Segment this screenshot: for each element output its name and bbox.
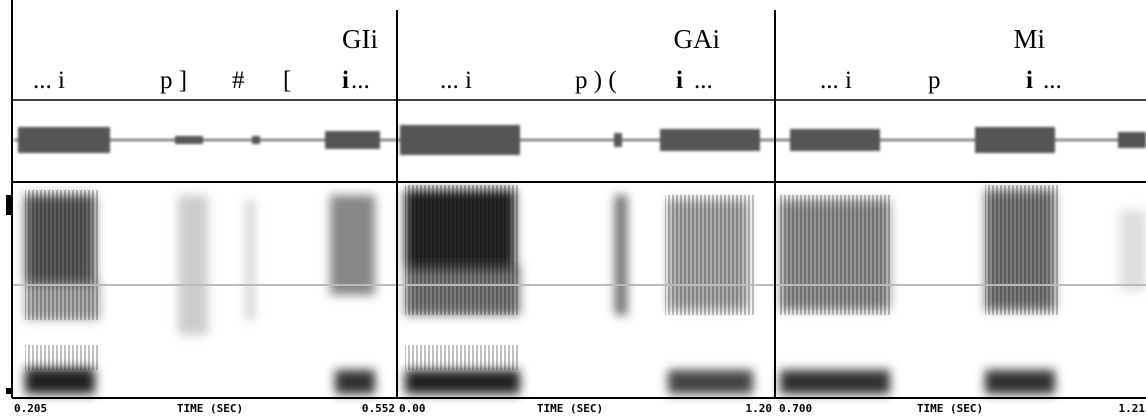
spectrogram-part xyxy=(245,200,255,320)
waveform-part xyxy=(790,129,880,151)
axis-ticks-part xyxy=(6,388,12,394)
time-start: 0.00 xyxy=(399,402,426,415)
segment: # xyxy=(232,67,245,94)
time-label: TIME (SEC) xyxy=(917,402,983,415)
spectrogram-striations-part xyxy=(25,190,100,320)
spectrogram-part xyxy=(330,195,375,295)
segment: [ xyxy=(283,67,291,94)
spectrogram-part xyxy=(668,370,753,394)
time-start: 0.205 xyxy=(14,402,47,415)
waveform xyxy=(14,125,1146,155)
spectrogram-part xyxy=(178,195,208,335)
waveform-part xyxy=(252,136,260,144)
segment: i xyxy=(342,67,349,94)
spectrogram-part xyxy=(1120,210,1146,290)
segment: ... xyxy=(694,67,713,94)
segment: i xyxy=(1026,67,1033,94)
waveform-part xyxy=(14,139,1146,141)
time-axis: 0.205 TIME (SEC) 0.552 0.00 TIME (SEC) 1… xyxy=(14,402,1145,415)
waveform-part xyxy=(1118,132,1146,148)
segment: p ] xyxy=(160,67,187,94)
spectrogram-striations xyxy=(25,185,1060,370)
waveform-part xyxy=(400,125,520,155)
waveform-part xyxy=(325,131,380,149)
spectrogram-part xyxy=(780,370,890,394)
panel-titles: GIi GAi Mi xyxy=(342,24,1045,54)
waveform-part xyxy=(614,133,622,147)
spectrogram-striations-part xyxy=(665,195,755,315)
spectrogram-part xyxy=(405,370,520,394)
spectrogram-part xyxy=(25,368,95,394)
spectrogram-part xyxy=(335,370,375,394)
panel-title: GIi xyxy=(342,24,378,54)
time-end: 1.21 xyxy=(1119,402,1146,415)
segment: ... xyxy=(1043,67,1062,94)
segment: ... i xyxy=(820,67,852,94)
segment: ... i xyxy=(440,67,472,94)
segment: i xyxy=(676,67,683,94)
time-label: TIME (SEC) xyxy=(537,402,603,415)
axis-ticks-part xyxy=(6,195,12,215)
time-label: TIME (SEC) xyxy=(177,402,243,415)
segment: p ) ( xyxy=(575,67,617,94)
waveform-part xyxy=(975,127,1055,153)
spectrogram-part xyxy=(615,195,627,315)
waveform-part xyxy=(175,136,203,144)
segment: ... xyxy=(351,67,370,94)
segment: ... i xyxy=(33,67,65,94)
time-end: 0.552 xyxy=(362,402,395,415)
waveform-part xyxy=(660,129,760,151)
time-end: 1.20 xyxy=(746,402,773,415)
spectrogram-striations-part xyxy=(25,345,100,370)
spectrogram-striations-part xyxy=(780,195,890,315)
axis-ticks xyxy=(6,195,12,394)
transcriptions: ... i p ] # [ i ... ... i p ) ( i ... ..… xyxy=(33,67,1062,94)
panel-title: GAi xyxy=(674,24,721,54)
time-start: 0.700 xyxy=(779,402,812,415)
frame xyxy=(11,0,1146,399)
spectrogram-striations-part xyxy=(985,185,1060,315)
panel-title: Mi xyxy=(1013,24,1045,54)
segment: p xyxy=(928,67,941,94)
spectrogram-striations-part xyxy=(405,345,520,370)
spectrogram-striations-part xyxy=(405,185,520,315)
spectrogram-part xyxy=(985,370,1055,394)
waveform-part xyxy=(18,127,110,153)
spectrogram xyxy=(25,190,1146,394)
